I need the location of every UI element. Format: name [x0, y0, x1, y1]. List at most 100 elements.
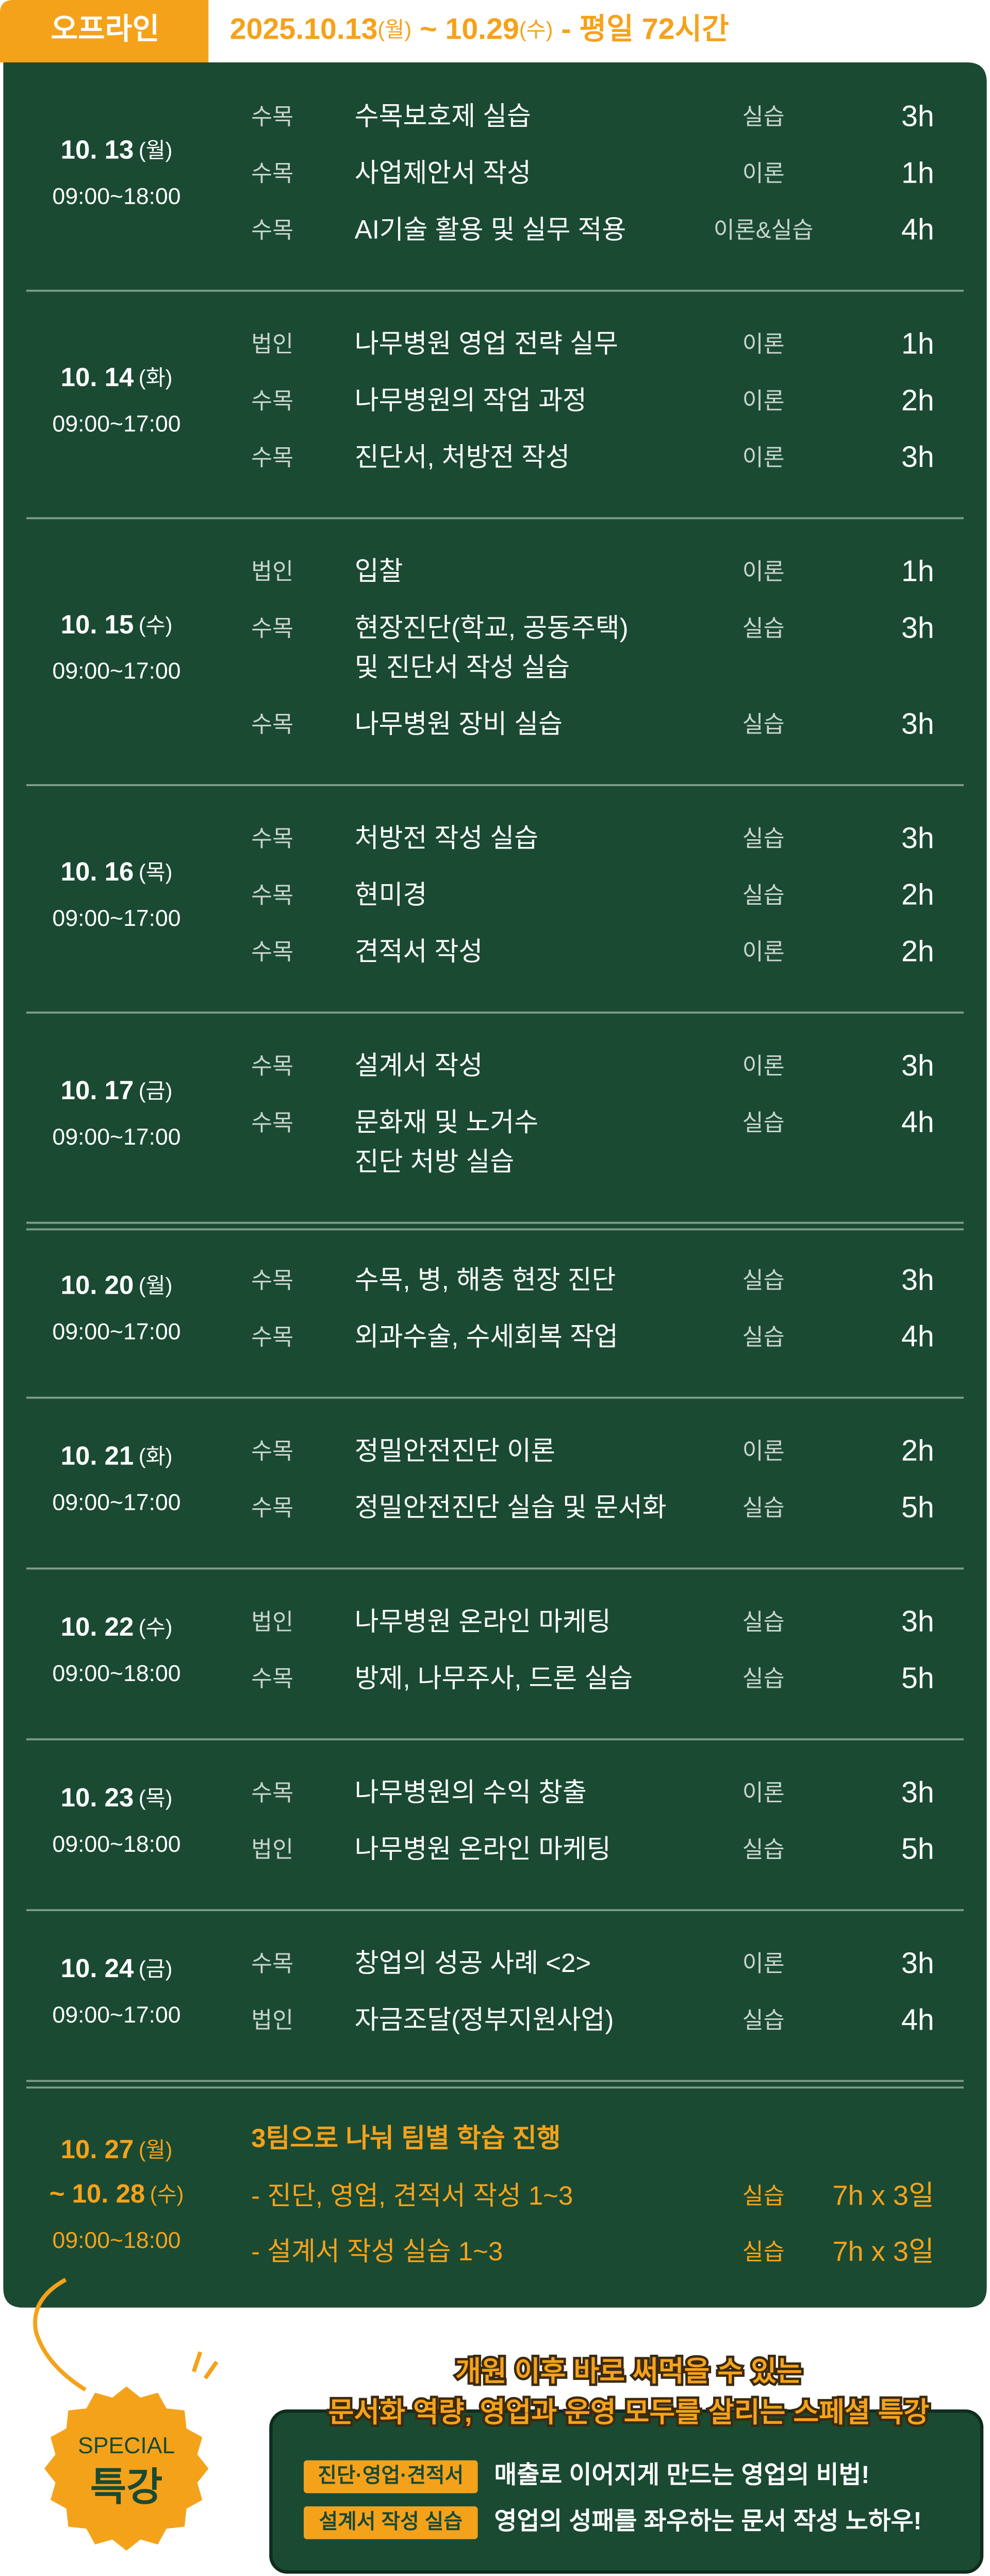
- team-kind: 실습: [742, 2239, 785, 2264]
- headline: 문서화 역량, 영업과 운영 모두를 살리는 스페셜 특강: [328, 2397, 930, 2428]
- item-tag: 설계서 작성 실습: [319, 2510, 463, 2533]
- class-type: 수목: [251, 161, 293, 186]
- class-hours: 2h: [901, 384, 934, 417]
- class-subject: 견적서 작성: [355, 937, 483, 966]
- item-tag-bg: [304, 2460, 478, 2493]
- item-tag: 진단·영업·견적서: [318, 2464, 464, 2487]
- weekday: (월): [139, 2138, 173, 2162]
- class-hours: 5h: [901, 1661, 934, 1694]
- class-subject: 나무병원 온라인 마케팅: [355, 1607, 611, 1636]
- class-subject: 현미경: [355, 880, 427, 909]
- class-subject: 진단서, 처방전 작성: [355, 442, 570, 471]
- session-date: 10. 16 (목): [61, 857, 173, 886]
- special-items: 진단·영업·견적서 매출로 이어지게 만드는 영업의 비법! 설계서 작성 실습 영업…: [304, 2460, 921, 2539]
- weekday: (수): [150, 2182, 184, 2206]
- class-kind: 이론&실습: [714, 218, 814, 243]
- class-subject: 문화재 및 노거수: [355, 1107, 538, 1137]
- class-kind: 이론: [742, 939, 785, 965]
- class-subject: 설계서 작성: [355, 1051, 483, 1080]
- class-subject: 나무병원의 작업 과정: [355, 386, 587, 415]
- class-hours: 4h: [901, 213, 934, 246]
- class-kind: 실습: [742, 2008, 785, 2033]
- class-kind: 이론: [742, 1780, 785, 1805]
- class-hours: 3h: [901, 708, 934, 741]
- session-time: 09:00~18:00: [53, 1661, 181, 1686]
- class-type: 법인: [251, 559, 293, 584]
- class-kind: 이론: [742, 388, 785, 414]
- swirl: [33, 2278, 87, 2392]
- class-hours: 4h: [901, 1320, 934, 1353]
- team-hours: 7h x 3일: [833, 2236, 934, 2267]
- class-type: 수목: [251, 388, 293, 414]
- weekday: (화): [139, 366, 173, 390]
- date: 10. 17: [61, 1076, 134, 1105]
- class-kind: 실습: [742, 1837, 785, 1862]
- class-subject: AI기술 활용 및 실무 적용: [355, 215, 626, 244]
- class-subject: 및 진단서 작성 실습: [355, 653, 570, 682]
- date: 10. 21: [61, 1441, 134, 1471]
- session-date: 10. 22 (수): [61, 1612, 173, 1641]
- session-date: 10. 24 (금): [61, 1954, 173, 1983]
- class-subject: 현장진단(학교, 공동주택): [355, 613, 629, 643]
- class-kind: 실습: [742, 712, 785, 737]
- date: ~ 10. 28: [50, 2179, 145, 2209]
- class-hours: 4h: [901, 1106, 934, 1139]
- class-hours: 3h: [901, 611, 934, 644]
- class-type: 수목: [251, 1053, 293, 1079]
- class-type: 법인: [251, 332, 293, 357]
- class-kind: 이론: [742, 559, 785, 584]
- session-time: 09:00~17:00: [53, 1319, 181, 1345]
- special-badge: [44, 2386, 209, 2551]
- item-tag-bg: [304, 2506, 478, 2539]
- class-kind: 실습: [742, 616, 785, 641]
- team-date: 10. 27 (월): [61, 2135, 173, 2164]
- header-tab: [0, 0, 209, 63]
- class-kind: 실습: [742, 1325, 785, 1350]
- class-subject: 방제, 나무주사, 드론 실습: [355, 1664, 633, 1693]
- badge-top: SPECIAL: [78, 2433, 175, 2458]
- class-kind: 실습: [742, 1609, 785, 1635]
- date: 10. 15: [61, 610, 134, 639]
- session-time: 09:00~18:00: [53, 1832, 181, 1857]
- class-hours: 4h: [901, 2003, 934, 2036]
- session-date: 10. 23 (목): [61, 1783, 173, 1812]
- class-hours: 3h: [901, 1947, 934, 1980]
- weekday: (목): [139, 1786, 173, 1810]
- session-time: 09:00~17:00: [53, 2002, 181, 2028]
- class-hours: 2h: [901, 878, 934, 911]
- class-hours: 3h: [901, 441, 934, 474]
- badge-main: 특강: [90, 2465, 163, 2509]
- class-kind: 실습: [742, 1666, 785, 1691]
- date: 10. 13: [61, 135, 134, 165]
- class-type: 수목: [251, 939, 293, 965]
- weekday: (금): [139, 1957, 173, 1981]
- class-hours: 5h: [901, 1491, 934, 1524]
- class-subject: 정밀안전진단 이론: [355, 1436, 555, 1465]
- item-text: 영업의 성패를 좌우하는 문서 작성 노하우!: [494, 2507, 921, 2535]
- class-type: 수목: [251, 1268, 293, 1293]
- class-subject: 사업제안서 작성: [355, 158, 531, 188]
- class-kind: 이론: [742, 332, 785, 357]
- class-type: 법인: [251, 2008, 293, 2033]
- period-part: 2025.10.13: [230, 13, 378, 46]
- session-date: 10. 20 (월): [61, 1270, 173, 1300]
- class-type: 수목: [251, 1439, 293, 1464]
- class-subject: 수목, 병, 해충 현장 진단: [355, 1265, 616, 1295]
- date: 10. 22: [61, 1612, 134, 1641]
- period-part: ~ 10.29: [411, 13, 519, 46]
- class-kind: 실습: [742, 826, 785, 851]
- class-type: 수목: [251, 104, 293, 129]
- class-subject: 나무병원 온라인 마케팅: [355, 1834, 611, 1864]
- class-kind: 이론: [742, 445, 785, 470]
- class-hours: 2h: [901, 935, 934, 968]
- class-type: 수목: [251, 883, 293, 908]
- session-date: 10. 21 (화): [61, 1441, 173, 1471]
- class-subject: 외과수술, 수세회복 작업: [355, 1322, 618, 1351]
- session-time: 09:00~17:00: [53, 412, 181, 437]
- class-hours: 5h: [901, 1833, 934, 1866]
- team-time: 09:00~18:00: [53, 2228, 181, 2253]
- class-kind: 이론: [742, 161, 785, 186]
